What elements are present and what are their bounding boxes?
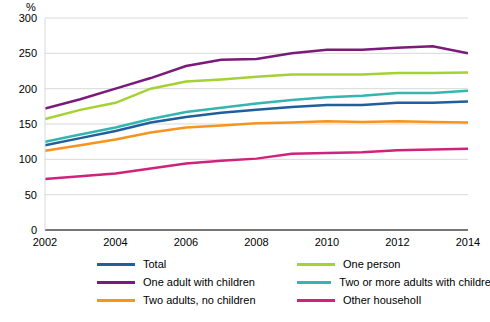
svg-text:2014: 2014 <box>456 236 480 248</box>
svg-text:2010: 2010 <box>315 236 339 248</box>
svg-text:2002: 2002 <box>33 236 57 248</box>
svg-text:2008: 2008 <box>244 236 268 248</box>
svg-text:200: 200 <box>19 83 37 95</box>
svg-text:100: 100 <box>19 153 37 165</box>
html-text:One person: One person <box>343 258 401 270</box>
html-text:One adult with children: One adult with children <box>143 276 255 288</box>
svg-text:250: 250 <box>19 47 37 59</box>
svg-text:150: 150 <box>19 118 37 130</box>
svg-text:300: 300 <box>19 12 37 24</box>
svg-text:50: 50 <box>25 189 37 201</box>
svg-text:2006: 2006 <box>174 236 198 248</box>
html-text:Other househoIl: Other househoIl <box>343 294 422 306</box>
svg-text:2004: 2004 <box>103 236 127 248</box>
svg-text:2012: 2012 <box>385 236 409 248</box>
html-text:Total: Total <box>143 258 167 270</box>
svg-text:0: 0 <box>31 224 37 236</box>
html-text:Two adults, no children: Two adults, no children <box>143 294 256 306</box>
